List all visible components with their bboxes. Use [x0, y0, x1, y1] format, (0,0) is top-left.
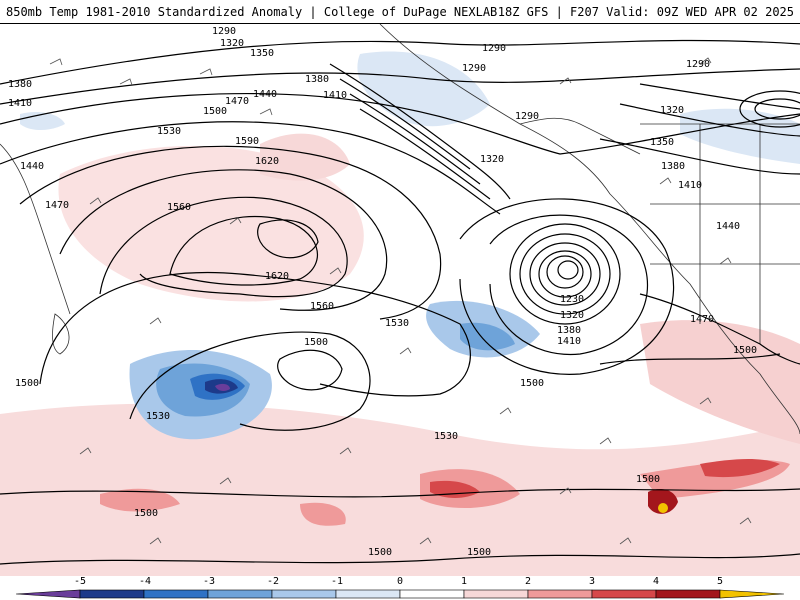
- contour-label-1620-a: 1620: [255, 156, 279, 167]
- colorbar-tick-label: -5: [73, 576, 87, 587]
- colorbar-tick-label: -2: [266, 576, 280, 587]
- contour-label-1290-c: 1290: [462, 63, 486, 74]
- contour-label-1500-h: 1500: [467, 547, 491, 558]
- wind-barbs: [49, 57, 752, 545]
- contour-label-1500-g: 1500: [368, 547, 392, 558]
- colorbar-tick-label: -3: [202, 576, 216, 587]
- contour-label-1320-a: 1320: [220, 38, 244, 49]
- colorbar-tick-label: -1: [330, 576, 344, 587]
- contour-label-1560-b: 1560: [310, 301, 334, 312]
- contour-label-1500-c: 1500: [15, 378, 39, 389]
- contour-label-1560-a: 1560: [167, 202, 191, 213]
- colorbar-swatch: [399, 589, 465, 599]
- contour-label-1410-d: 1410: [557, 336, 581, 347]
- colorbar-tick-label: -4: [138, 576, 152, 587]
- colorbar-tick-label: 1: [460, 576, 468, 587]
- contour-label-1590: 1590: [235, 136, 259, 147]
- contour-label-1290-d: 1290: [515, 111, 539, 122]
- colorbar-graphic: [15, 589, 785, 599]
- contour-label-1380-d: 1380: [557, 325, 581, 336]
- contour-label-1290-e: 1290: [686, 59, 710, 70]
- contour-label-1410-a: 1410: [323, 90, 347, 101]
- contour-label-1440-a: 1440: [253, 89, 277, 100]
- contour-label-1500-b: 1500: [304, 337, 328, 348]
- anomaly-colorbar: -5 -4 -3 -2 -1 0 1 2 3 4 5: [0, 576, 800, 600]
- map-header: 850mb Temp 1981-2010 Standardized Anomal…: [0, 0, 800, 24]
- coastlines: [0, 24, 800, 435]
- weather-map: 1290 1320 1350 1380 1410 1440 1470 1500 …: [0, 24, 800, 576]
- colorbar-tick-label: 3: [588, 576, 596, 587]
- contour-label-1500-e: 1500: [520, 378, 544, 389]
- anomaly-shading: [0, 51, 800, 576]
- height-contours: [0, 39, 800, 565]
- contour-label-1470-a: 1470: [225, 96, 249, 107]
- contour-label-1410-c: 1410: [678, 180, 702, 191]
- colorbar-swatch: [719, 589, 785, 599]
- contour-label-1440-b: 1440: [20, 161, 44, 172]
- contour-label-1320-c: 1320: [660, 105, 684, 116]
- colorbar-tick-label: 2: [524, 576, 532, 587]
- colorbar-swatch: [591, 589, 657, 599]
- contour-label-1290-a: 1290: [212, 26, 236, 37]
- contour-label-1320-b: 1320: [480, 154, 504, 165]
- model-run-info: 18Z GFS | F207 Valid: 09Z WED APR 02 202…: [497, 5, 794, 19]
- contour-label-1530-a: 1530: [157, 126, 181, 137]
- contour-label-1530-b: 1530: [385, 318, 409, 329]
- colorbar-swatch: [655, 589, 721, 599]
- contour-label-1320-d: 1320: [560, 310, 584, 321]
- contour-label-1500-a: 1500: [203, 106, 227, 117]
- contour-label-1500-d: 1500: [733, 345, 757, 356]
- contour-label-1350-b: 1350: [650, 137, 674, 148]
- contour-label-1500-i: 1500: [636, 474, 660, 485]
- contour-label-1500-f: 1500: [134, 508, 158, 519]
- colorbar-swatch: [143, 589, 209, 599]
- contour-label-1440-c: 1440: [716, 221, 740, 232]
- colorbar-tick-label: 5: [716, 576, 724, 587]
- contour-label-1410-b: 1410: [8, 98, 32, 109]
- contour-label-1530-c: 1530: [146, 411, 170, 422]
- contour-label-1470-b: 1470: [45, 200, 69, 211]
- colorbar-swatch: [527, 589, 593, 599]
- colorbar-tick-label: 0: [396, 576, 404, 587]
- colorbar-swatch: [15, 589, 81, 599]
- contour-label-1380-c: 1380: [661, 161, 685, 172]
- contour-label-1350-a: 1350: [250, 48, 274, 59]
- contour-label-1290-b: 1290: [482, 43, 506, 54]
- colorbar-swatch: [271, 589, 337, 599]
- map-canvas: 1290 1320 1350 1380 1410 1440 1470 1500 …: [0, 24, 800, 576]
- contour-label-1380-b: 1380: [8, 79, 32, 90]
- contour-labels: 1290 1320 1350 1380 1410 1440 1470 1500 …: [8, 26, 757, 558]
- colorbar-swatch: [79, 589, 145, 599]
- contour-label-1470-c: 1470: [690, 314, 714, 325]
- contour-label-1380-a: 1380: [305, 74, 329, 85]
- contour-label-1530-d: 1530: [434, 431, 458, 442]
- map-title: 850mb Temp 1981-2010 Standardized Anomal…: [6, 5, 498, 19]
- colorbar-swatch: [207, 589, 273, 599]
- colorbar-swatch: [335, 589, 401, 599]
- colorbar-tick-label: 4: [652, 576, 660, 587]
- colorbar-swatch: [463, 589, 529, 599]
- contour-label-1620-b: 1620: [265, 271, 289, 282]
- contour-label-1230: 1230: [560, 294, 584, 305]
